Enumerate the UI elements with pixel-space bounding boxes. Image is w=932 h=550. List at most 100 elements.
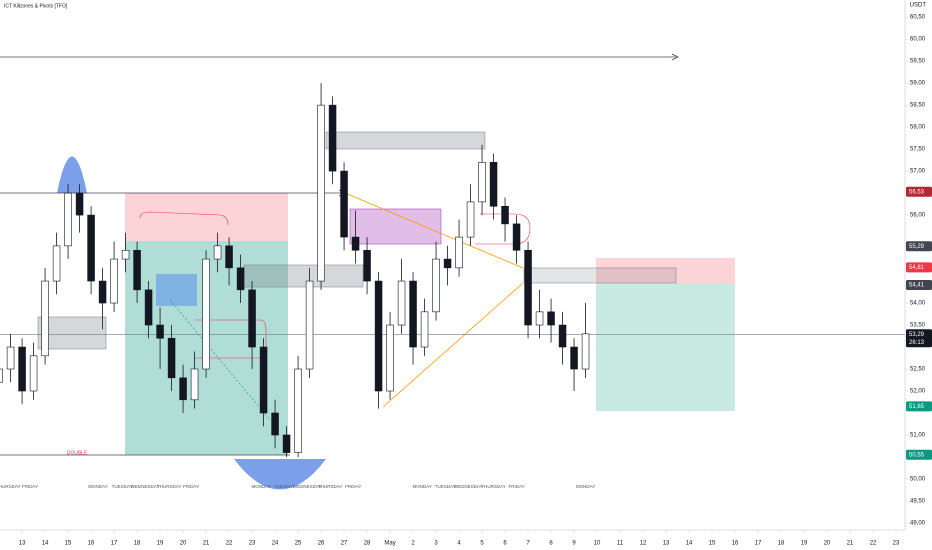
x-tick-label: 3 — [434, 541, 438, 547]
x-tick-label: 27 — [341, 541, 348, 547]
candle-body — [259, 346, 268, 414]
candle-body — [570, 346, 578, 370]
candle-body — [340, 170, 348, 238]
candle-body — [317, 104, 325, 282]
price-label: 54,81 — [909, 265, 925, 271]
gray-zone — [523, 267, 677, 284]
y-tick-label: 49,50 — [910, 499, 926, 505]
candle-body — [64, 192, 72, 247]
price-label: 56,53 — [909, 189, 925, 195]
session-label: THURSDAY — [0, 484, 20, 489]
annotation: DOUBLE — [67, 450, 88, 456]
current-price-label: 53,29 — [909, 332, 925, 338]
x-tick-label: 19 — [157, 541, 164, 547]
price-label-box — [906, 262, 932, 273]
trend-line — [344, 192, 524, 269]
session-label: THURSDAY — [318, 484, 342, 489]
candle-body — [397, 280, 406, 326]
candle-body — [282, 434, 291, 453]
session-label: MONDAY — [252, 484, 271, 489]
y-tick-label: 53,50 — [910, 323, 926, 329]
price-label-box — [906, 280, 932, 291]
target-zone — [596, 284, 735, 411]
x-tick-label: 23 — [249, 541, 256, 547]
candle-body — [98, 280, 107, 304]
x-tick-label: 17 — [755, 541, 762, 547]
current-price-box — [906, 329, 932, 348]
y-tick-label: 51,00 — [910, 433, 926, 439]
x-tick-label: 16 — [732, 541, 739, 547]
session-label: FRIDAY — [183, 484, 199, 489]
candle-body — [87, 214, 95, 282]
candle-body — [271, 412, 279, 436]
candle-body — [409, 280, 417, 348]
countdown: 26:13 — [909, 340, 925, 346]
candle-body — [41, 280, 49, 357]
x-tick-label: 20 — [180, 541, 187, 547]
y-tick-label: 59,50 — [910, 59, 926, 65]
session-label: MONDAY — [576, 484, 595, 489]
x-tick-label: 21 — [847, 541, 854, 547]
price-label-box — [906, 449, 932, 460]
x-tick-label: 23 — [893, 541, 900, 547]
range-outline — [475, 213, 531, 245]
candle-body — [110, 258, 118, 304]
y-tick-label: 57,50 — [910, 147, 926, 153]
candle-body — [75, 192, 84, 216]
gray-zone — [243, 264, 364, 288]
x-tick-label: 14 — [686, 541, 693, 547]
y-tick-label: 60,50 — [910, 15, 926, 21]
x-tick-label: 19 — [801, 541, 808, 547]
session-label: TUESDAY — [274, 484, 295, 489]
gray-zone — [325, 131, 486, 150]
x-tick-label: 13 — [663, 541, 670, 547]
candle-body — [225, 245, 233, 269]
candle-body — [478, 161, 486, 203]
candle-body — [581, 333, 590, 370]
session-label: THURSDAY — [481, 484, 505, 489]
candle-body — [374, 280, 383, 392]
candle-body — [133, 249, 141, 291]
y-tick-label: 57,00 — [910, 169, 926, 175]
price-label: 54,41 — [909, 283, 925, 289]
session-label: TUESDAY — [112, 484, 133, 489]
x-tick-label: 4 — [457, 541, 461, 547]
x-tick-label: 6 — [503, 541, 507, 547]
x-tick-label: 15 — [65, 541, 72, 547]
x-tick-label: 18 — [134, 541, 141, 547]
x-tick-label: 13 — [19, 541, 26, 547]
y-tick-label: 52,50 — [910, 367, 926, 373]
candle-body — [547, 311, 555, 326]
candle-body — [466, 201, 475, 238]
candle-body — [420, 311, 429, 348]
session-label: FRIDAY — [345, 484, 361, 489]
candles — [0, 83, 905, 457]
candle-body — [432, 258, 440, 313]
x-tick-label: 2 — [411, 541, 415, 547]
candle-body — [190, 368, 199, 401]
price-label: 50,55 — [909, 452, 925, 458]
price-label-box — [906, 186, 932, 197]
candle-body — [156, 324, 164, 339]
session-label: TUESDAY — [435, 484, 456, 489]
candle-body — [236, 267, 245, 291]
range-outline — [139, 211, 229, 226]
x-tick-label: May — [384, 541, 395, 547]
y-tick-label: 56,00 — [910, 213, 926, 219]
x-tick-label: 11 — [617, 541, 624, 547]
x-tick-label: 22 — [226, 541, 233, 547]
candle-body — [29, 355, 38, 392]
blue-zone — [156, 274, 197, 306]
price-label: 51,65 — [909, 404, 925, 410]
session-label: THURSDAY — [157, 484, 181, 489]
stop-zone — [596, 258, 735, 284]
session-label: WEDNESDAY — [131, 484, 160, 489]
candle-body — [512, 223, 521, 251]
candle-body — [167, 337, 176, 379]
x-tick-label: 17 — [111, 541, 118, 547]
y-tick-label: 52,00 — [910, 389, 926, 395]
x-tick-label: 28 — [364, 541, 371, 547]
x-tick-label: 24 — [272, 541, 279, 547]
